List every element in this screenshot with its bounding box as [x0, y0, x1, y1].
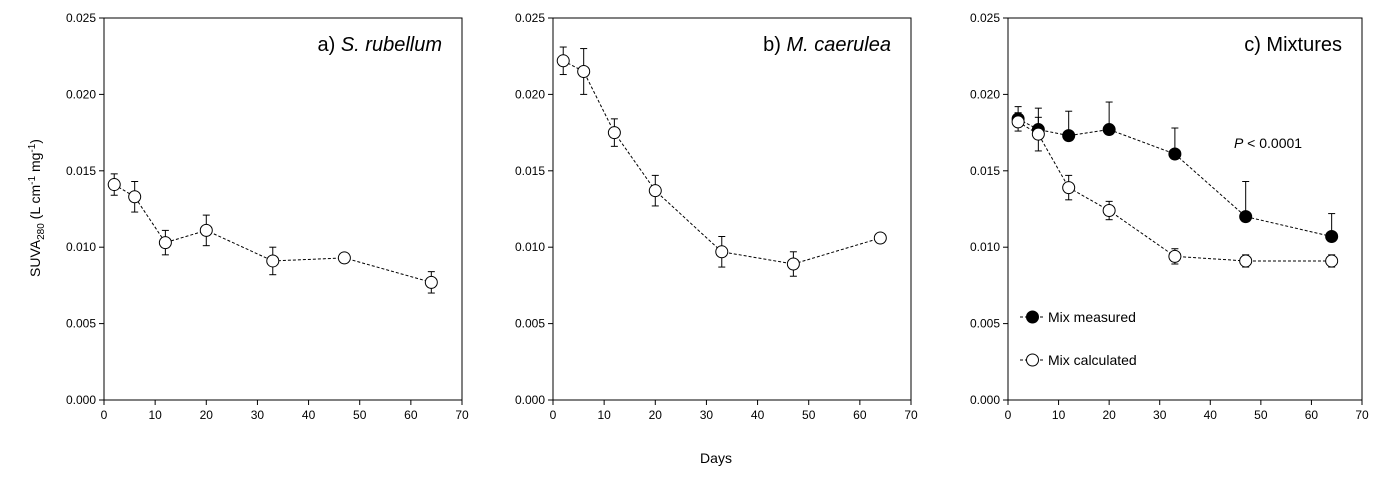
x-tick-label: 0 — [550, 408, 557, 422]
data-point — [1102, 204, 1116, 218]
x-tick-label: 10 — [1052, 408, 1066, 422]
legend: Mix measured Mix calculated — [1020, 309, 1137, 368]
data-point — [1239, 210, 1253, 224]
y-tick-label: 0.010 — [66, 240, 96, 254]
plot-frame — [1007, 17, 1363, 401]
y-tick-label: 0.005 — [970, 317, 1000, 331]
data-point — [1062, 181, 1076, 195]
data-point — [1325, 254, 1339, 268]
y-tick-label: 0.015 — [515, 164, 545, 178]
data-point — [1102, 123, 1116, 137]
x-tick-label: 60 — [853, 408, 867, 422]
chart-panel-1: 0 10 20 30 40 50 60 70 0.000 0.005 0.010 0.015 0.020… — [66, 11, 469, 422]
panel-label: c) Mixtures — [1244, 34, 1342, 56]
legend-label: Mix measured — [1048, 309, 1136, 325]
data-point — [266, 254, 280, 268]
x-tick-label: 0 — [1005, 408, 1012, 422]
y-tick-label: 0.025 — [66, 11, 96, 25]
chart-panel-3: 0 10 20 30 40 50 60 70 0.000 0.005 0.010 0.015 0.020… — [970, 11, 1369, 422]
data-point — [107, 178, 121, 192]
plot-frame — [552, 17, 912, 401]
y-tick-label: 0.020 — [66, 87, 96, 101]
panel-title: b) M. caerulea — [763, 34, 891, 56]
data-point — [1168, 249, 1182, 263]
x-tick-label: 10 — [148, 408, 162, 422]
panel-label: a) — [318, 34, 341, 56]
panel-title: c) Mixtures — [1244, 34, 1342, 56]
legend-marker — [1026, 310, 1039, 324]
plot-frame — [103, 17, 463, 401]
x-tick-label: 20 — [200, 408, 214, 422]
x-tick-label: 10 — [597, 408, 611, 422]
data-point — [715, 245, 729, 259]
x-tick-label: 40 — [1204, 408, 1218, 422]
y-tick-label: 0.000 — [515, 393, 545, 407]
legend-marker — [1026, 353, 1039, 367]
series-1 — [107, 173, 438, 294]
y-tick-label: 0.015 — [66, 164, 96, 178]
x-tick-label: 0 — [101, 408, 108, 422]
x-tick-label: 40 — [302, 408, 316, 422]
p-value-text: < 0.0001 — [1243, 135, 1302, 151]
y-tick-label: 0.010 — [970, 240, 1000, 254]
y-axis-title: SUVA280 (L cm-1 mg-1) — [27, 139, 47, 277]
data-point — [648, 184, 662, 198]
panel-species: M. caerulea — [787, 34, 892, 56]
y-tick-label: 0.020 — [970, 87, 1000, 101]
x-tick-label: 40 — [751, 408, 765, 422]
y-tick-label: 0.005 — [515, 317, 545, 331]
series-1 — [556, 46, 887, 277]
data-point — [1168, 147, 1182, 161]
x-tick-label: 70 — [1355, 408, 1369, 422]
data-point — [1239, 254, 1253, 268]
y-tick-label: 0.020 — [515, 87, 545, 101]
data-point — [1062, 129, 1076, 143]
x-tick-label: 60 — [1305, 408, 1319, 422]
x-tick-label: 20 — [1102, 408, 1116, 422]
data-point — [337, 251, 351, 265]
x-tick-label: 30 — [251, 408, 265, 422]
y-tick-label: 0.025 — [515, 11, 545, 25]
x-tick-label: 50 — [353, 408, 367, 422]
series-1 — [1011, 101, 1339, 244]
data-point — [607, 126, 621, 140]
data-point — [158, 236, 172, 250]
y-tick-label: 0.025 — [970, 11, 1000, 25]
x-tick-label: 70 — [455, 408, 469, 422]
x-tick-label: 50 — [802, 408, 816, 422]
data-point — [556, 54, 570, 68]
panel-label: b) — [763, 34, 786, 56]
panel-title: a) S. rubellum — [318, 34, 443, 56]
x-tick-label: 50 — [1254, 408, 1268, 422]
data-point — [1031, 127, 1045, 141]
chart-panel-2: 0 10 20 30 40 50 60 70 0.000 0.005 0.010 0.015 0.020… — [515, 11, 918, 422]
series-line — [562, 60, 881, 265]
y-tick-label: 0.000 — [970, 393, 1000, 407]
p-value-annotation: P < 0.0001 — [1234, 135, 1302, 151]
data-point — [199, 223, 213, 237]
y-tick-label: 0.010 — [515, 240, 545, 254]
x-tick-label: 70 — [904, 408, 918, 422]
x-tick-label: 20 — [649, 408, 663, 422]
y-tick-label: 0.000 — [66, 393, 96, 407]
x-tick-label: 30 — [1153, 408, 1167, 422]
data-point — [128, 190, 142, 204]
data-point — [424, 275, 438, 289]
y-tick-label: 0.005 — [66, 317, 96, 331]
data-point — [873, 231, 887, 245]
panel-species: S. rubellum — [341, 34, 442, 56]
p-value-symbol: P — [1234, 135, 1244, 151]
data-point — [786, 257, 800, 271]
data-point — [1011, 115, 1025, 129]
data-point — [577, 64, 591, 78]
y-tick-label: 0.015 — [970, 164, 1000, 178]
x-axis-title: Days — [700, 450, 732, 466]
x-tick-label: 30 — [700, 408, 714, 422]
legend-label: Mix calculated — [1048, 352, 1137, 368]
x-tick-label: 60 — [404, 408, 418, 422]
data-point — [1325, 230, 1339, 244]
series-2 — [1011, 112, 1339, 268]
